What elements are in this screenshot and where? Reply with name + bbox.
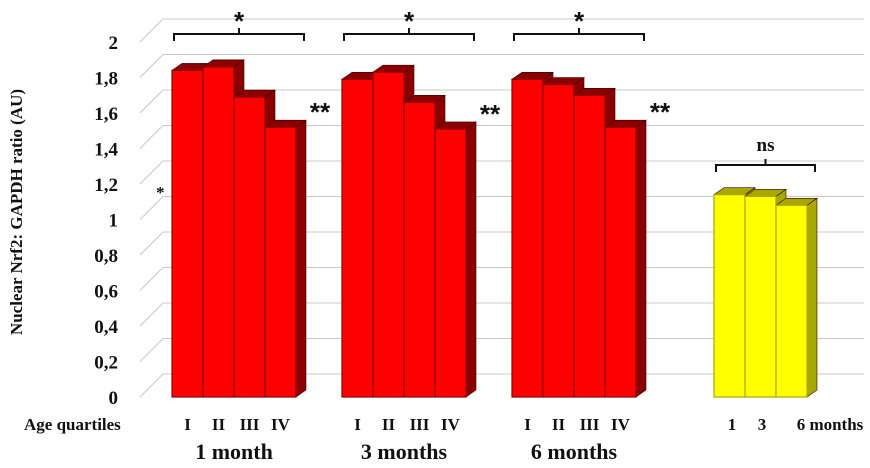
bar-front <box>775 204 808 398</box>
bar-side <box>465 121 477 398</box>
bar-front <box>171 69 204 398</box>
bar <box>604 119 647 398</box>
bar <box>775 197 818 398</box>
bar-side <box>295 119 307 398</box>
bar-side <box>806 197 818 398</box>
x-axis-label: Age quartiles <box>24 415 121 434</box>
x-tick-label: IV <box>611 415 631 434</box>
gridline-foot <box>139 160 164 185</box>
gridline-foot <box>139 302 164 327</box>
bar-side <box>635 119 647 398</box>
gridline-foot <box>139 267 164 291</box>
significance-bracket: * <box>343 6 475 41</box>
group-labels: 1 month 3 months 6 months <box>195 439 617 464</box>
gridline-foot <box>139 18 164 43</box>
significance-bracket: * <box>513 6 645 41</box>
x-tick-label: II <box>382 415 396 434</box>
y-tick-label: 0,6 <box>94 282 118 303</box>
y-tick-label: 1,6 <box>94 104 118 125</box>
bar-front <box>341 78 374 398</box>
significance-brackets: *********ns <box>173 6 816 172</box>
bar-front <box>202 66 235 398</box>
y-tick-label: 0 <box>109 388 119 409</box>
gridline-foot <box>139 89 164 114</box>
bracket-label: * <box>404 6 415 36</box>
x-tick-label: IV <box>441 415 461 434</box>
x-tick-label: I <box>354 415 361 434</box>
bar-front <box>744 195 777 398</box>
gridline-foot <box>139 373 164 398</box>
y-tick-label: 0,4 <box>94 317 118 338</box>
group-label: 1 month <box>195 439 273 464</box>
gridline-foot <box>139 231 164 256</box>
bar-front <box>573 94 606 398</box>
bar <box>264 119 307 398</box>
bar <box>434 121 477 398</box>
bracket-label: * <box>234 6 245 36</box>
x-tick-label: IV <box>271 415 291 434</box>
x-tick-label: II <box>552 415 566 434</box>
y-tick-label: 1 <box>109 211 119 232</box>
x-tick-label: 6 months <box>797 415 864 434</box>
bar-front <box>604 126 637 398</box>
y-tick-label: 2 <box>109 33 119 54</box>
y-tick-label: 1,8 <box>94 69 118 90</box>
x-tick-label: I <box>524 415 531 434</box>
gridline-foot <box>139 54 164 78</box>
significance-label: ** <box>480 99 501 129</box>
y-tick-label: 0,8 <box>94 246 118 267</box>
bar-front <box>264 126 297 398</box>
y-tick-label: 0,2 <box>94 353 118 374</box>
group-label: 3 months <box>361 439 448 464</box>
gridline-foot <box>139 196 164 220</box>
significance-bracket: ns <box>715 135 816 172</box>
x-tick-label: III <box>580 415 600 434</box>
bracket-label: ns <box>757 135 775 156</box>
x-tick-label: II <box>212 415 226 434</box>
x-tick-label: 3 <box>758 415 767 434</box>
bracket-label: * <box>574 6 585 36</box>
significance-bracket: * <box>173 6 305 41</box>
bar-front <box>372 71 405 398</box>
gridline-foot <box>139 125 164 149</box>
x-axis-category-labels: I II III IV I II III IV I II III IV 1 3 6 months <box>184 415 863 434</box>
bars <box>171 59 818 398</box>
y-tick-label: 1,2 <box>94 175 118 196</box>
bar-front <box>233 96 266 398</box>
stray-asterisk-annotation: * <box>156 183 165 202</box>
x-tick-label: I <box>184 415 191 434</box>
group-label: 6 months <box>531 439 618 464</box>
y-axis-label: Nuclear Nrf2: GAPDH ratio (AU) <box>7 89 26 335</box>
x-tick-label: III <box>410 415 430 434</box>
bar-front <box>434 128 467 398</box>
x-tick-label: 1 <box>728 415 737 434</box>
y-axis-ticks: 0 0,2 0,4 0,6 0,8 1 1,2 1,4 1,6 1,8 2 <box>94 33 118 409</box>
x-tick-label: III <box>240 415 260 434</box>
gridline-foot <box>139 338 164 362</box>
bar-front <box>403 101 436 398</box>
y-tick-label: 1,4 <box>94 140 118 161</box>
bar-front <box>542 83 575 398</box>
significance-label: ** <box>650 97 671 127</box>
bar-front <box>511 78 544 398</box>
significance-label: ** <box>310 97 331 127</box>
bar-front <box>713 194 746 398</box>
